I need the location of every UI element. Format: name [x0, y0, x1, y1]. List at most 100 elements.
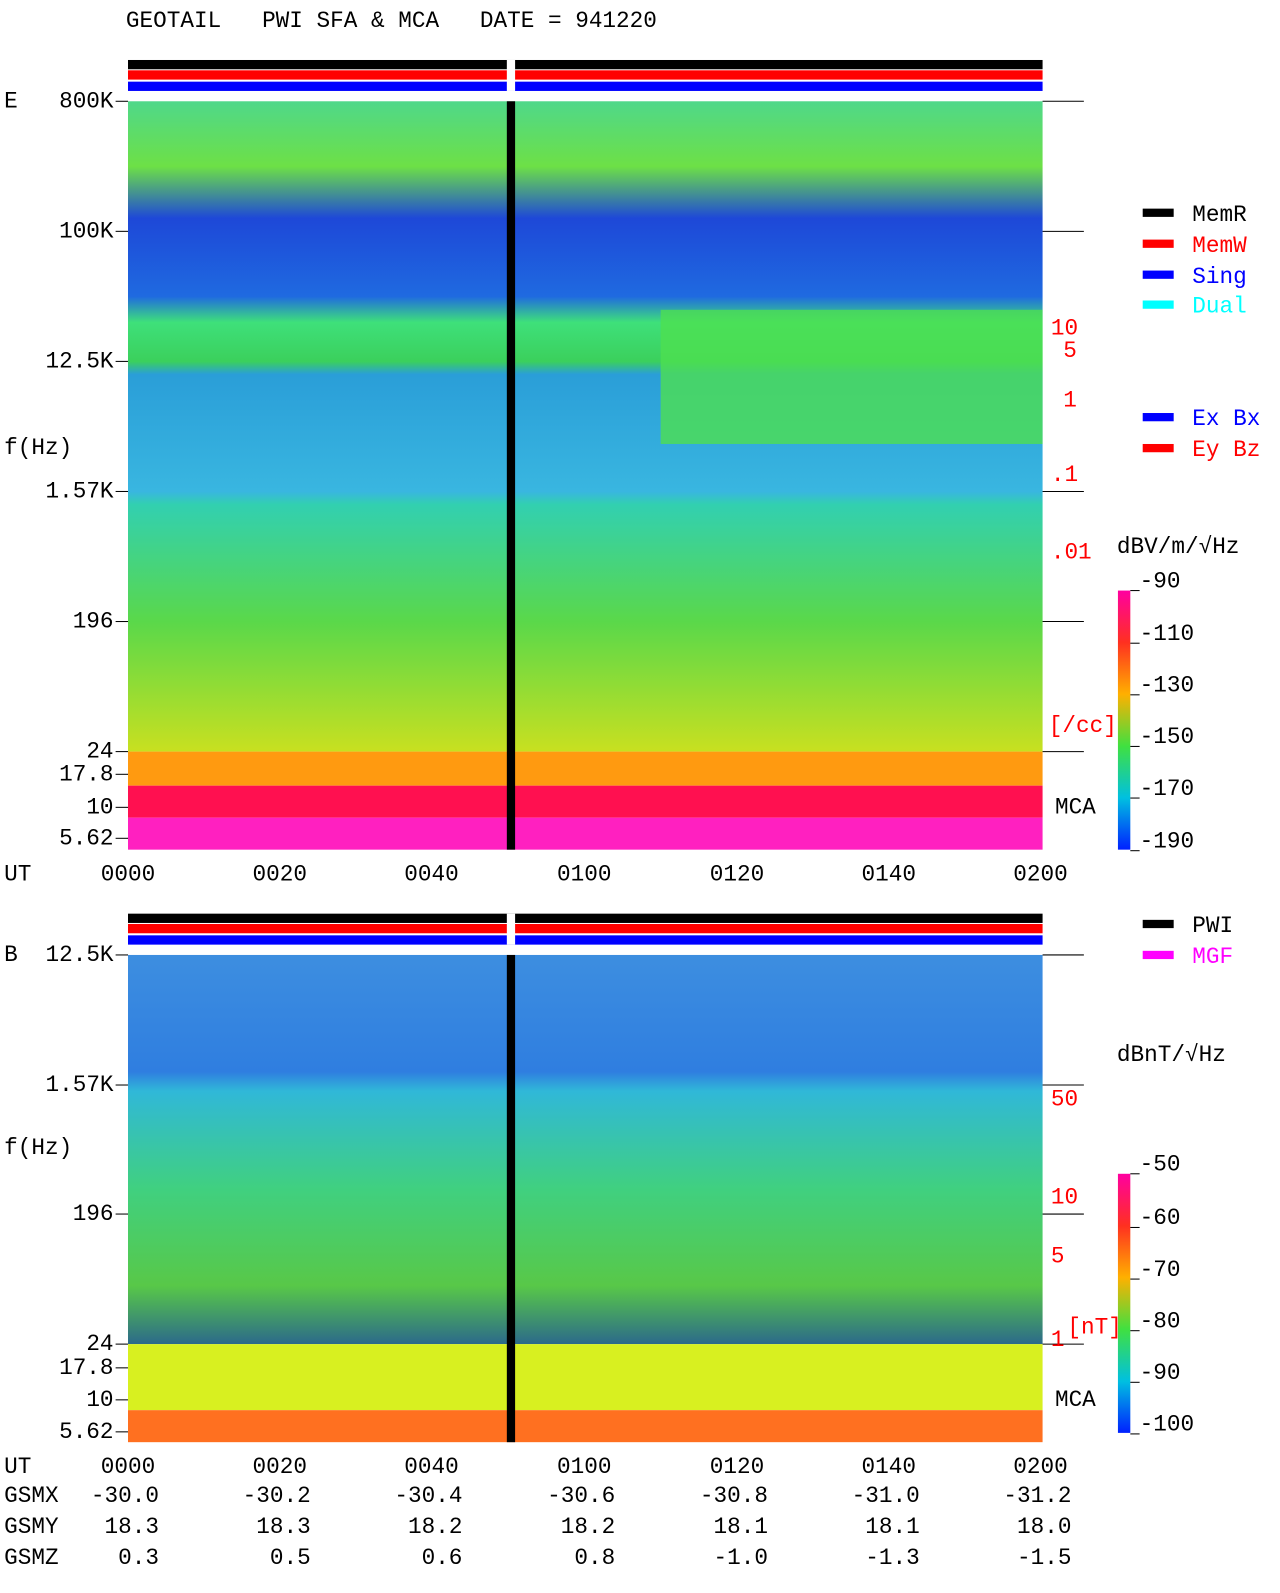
x-tick-label: 0020	[253, 861, 307, 887]
y-tick-label: 17.8	[59, 761, 113, 787]
y-tick-label: 196	[73, 609, 114, 635]
row-value: 18.1	[865, 1514, 919, 1540]
legend-label: PWI	[1192, 913, 1233, 939]
legend-swatch	[1142, 208, 1174, 217]
row-value: -30.4	[394, 1483, 462, 1509]
x-tick-label: 0000	[101, 1454, 155, 1480]
right-label: 5	[1051, 1243, 1065, 1269]
x-tick-label: 0100	[557, 1454, 611, 1480]
colorbar-tick-label: -170	[1140, 776, 1194, 802]
right-label: 10	[1051, 315, 1078, 341]
row-label: GSMX	[4, 1483, 59, 1509]
y-tick-label: 17.8	[59, 1355, 113, 1381]
x-tick-label: 0040	[404, 861, 458, 887]
row-value: -30.0	[91, 1483, 159, 1509]
colorbar-tick-label: -190	[1140, 828, 1194, 854]
x-tick-label: 0000	[101, 861, 155, 887]
y-axis-label: f(Hz)	[4, 435, 72, 461]
row-value: 18.3	[104, 1514, 158, 1540]
y-tick-label: 12.5K	[45, 942, 113, 968]
row-value: 0.6	[422, 1545, 463, 1571]
spectrogram-e	[128, 59, 1043, 850]
y-axis-label: f(Hz)	[4, 1135, 72, 1161]
legend-label: Dual	[1192, 294, 1246, 320]
colorbar-tick-label: -60	[1140, 1205, 1181, 1231]
right-label: .01	[1051, 539, 1092, 565]
y-tick-label: 196	[73, 1201, 114, 1227]
x-tick-label: 0020	[253, 1454, 307, 1480]
row-value: 0.8	[574, 1545, 615, 1571]
y-tick-label: 10	[86, 794, 113, 820]
x-tick-label: 0040	[404, 1454, 458, 1480]
y-tick-label: 10	[86, 1387, 113, 1413]
y-tick-label: 5.62	[59, 1419, 113, 1445]
x-axis-label: UT	[4, 1454, 31, 1480]
title: GEOTAIL PWI SFA & MCA DATE = 941220	[126, 8, 657, 34]
row-value: 0.5	[270, 1545, 311, 1571]
row-value: -30.8	[700, 1483, 768, 1509]
row-value: -30.6	[547, 1483, 615, 1509]
colorbar-tick-label: -80	[1140, 1308, 1181, 1334]
right-label: 10	[1051, 1185, 1078, 1211]
legend-swatch	[1142, 413, 1174, 422]
colorbar-tick-label: -110	[1140, 621, 1194, 647]
colorbar-tick-label: -90	[1140, 568, 1181, 594]
y-tick-label: 1.57K	[45, 1072, 113, 1098]
colorbar-title: dBnT/√Hz	[1117, 1042, 1226, 1068]
row-value: 18.2	[561, 1514, 615, 1540]
legend-swatch	[1142, 950, 1174, 960]
right-label: [/cc]	[1049, 713, 1117, 739]
x-tick-label: 0140	[862, 861, 916, 887]
legend-swatch	[1142, 300, 1174, 309]
row-value: -30.2	[243, 1483, 311, 1509]
legend-label: Ey Bz	[1192, 437, 1260, 463]
colorbar-b	[1117, 1173, 1131, 1433]
colorbar-e	[1117, 590, 1131, 850]
panel-label: B	[4, 942, 18, 968]
x-axis-label: UT	[4, 861, 31, 887]
legend-swatch	[1142, 919, 1174, 929]
legend-label: MemW	[1192, 233, 1247, 259]
x-tick-label: 0200	[1013, 1454, 1067, 1480]
mca-label: MCA	[1055, 794, 1096, 820]
row-value: -1.3	[865, 1545, 919, 1571]
x-tick-label: 0120	[710, 861, 764, 887]
row-value: 0.3	[118, 1545, 159, 1571]
legend-label: Ex Bx	[1192, 406, 1260, 432]
y-tick-label: 12.5K	[45, 348, 113, 374]
colorbar-tick-label: -50	[1140, 1152, 1181, 1178]
colorbar-tick-label: -130	[1140, 673, 1194, 699]
right-label: 50	[1051, 1086, 1078, 1112]
colorbar-title: dBV/m/√Hz	[1117, 534, 1240, 560]
colorbar-tick-label: -70	[1140, 1257, 1181, 1283]
mca-label: MCA	[1055, 1387, 1096, 1413]
row-value: 18.0	[1017, 1514, 1071, 1540]
right-label: [nT]	[1067, 1315, 1121, 1341]
legend-label: MGF	[1192, 944, 1233, 970]
legend-swatch	[1142, 443, 1174, 453]
row-value: -31.2	[1003, 1483, 1071, 1509]
y-tick-label: 5.62	[59, 825, 113, 851]
x-tick-label: 0140	[862, 1454, 916, 1480]
colorbar-tick-label: -100	[1140, 1412, 1194, 1438]
row-value: -31.0	[852, 1483, 920, 1509]
right-label: 5	[1063, 338, 1077, 364]
row-value: 18.2	[408, 1514, 462, 1540]
row-label: GSMY	[4, 1514, 59, 1540]
row-value: 18.1	[714, 1514, 768, 1540]
y-tick-label: 800K	[59, 88, 114, 114]
row-label: GSMZ	[4, 1545, 58, 1571]
spectrogram-b	[128, 913, 1043, 1443]
row-value: -1.0	[714, 1545, 768, 1571]
row-value: 18.3	[256, 1514, 310, 1540]
x-tick-label: 0100	[557, 861, 611, 887]
y-tick-label: 24	[86, 739, 113, 765]
y-tick-label: 1.57K	[45, 478, 113, 504]
panel-label: E	[4, 88, 18, 114]
x-tick-label: 0200	[1013, 861, 1067, 887]
right-label: 1	[1063, 388, 1077, 414]
y-tick-label: 24	[86, 1331, 113, 1357]
colorbar-tick-label: -150	[1140, 724, 1194, 750]
legend-label: MemR	[1192, 202, 1247, 228]
